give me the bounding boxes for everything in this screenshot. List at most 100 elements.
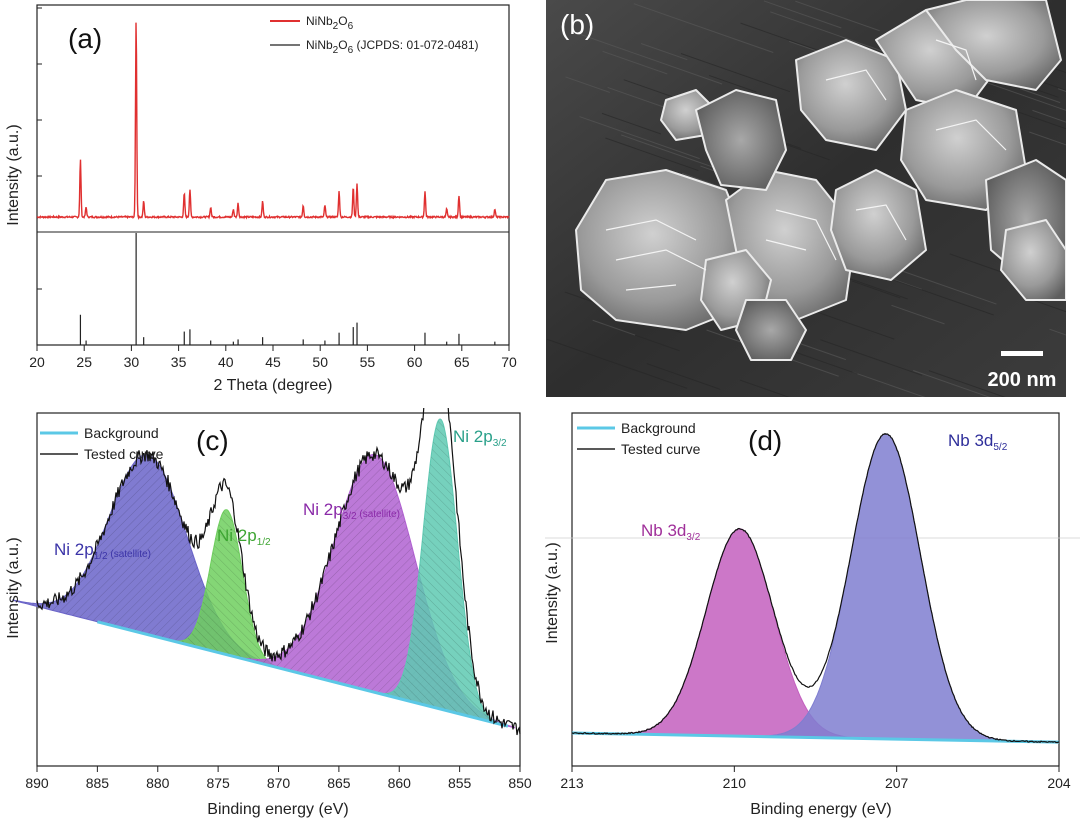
ni-tested-curve	[36, 408, 521, 736]
sem-streak	[621, 134, 725, 172]
ni-background-line	[97, 620, 509, 728]
sem-streak	[763, 0, 842, 29]
xps-ni-chart: 890 885 880 875 870 865 860 855 850 Background T…	[5, 408, 532, 818]
crystal	[695, 89, 787, 191]
x-tick-label: 855	[448, 775, 472, 791]
panel-letter-d: (d)	[748, 425, 782, 456]
x-tick-label: 35	[171, 354, 187, 370]
sem-streak	[912, 370, 991, 397]
sem-streak	[928, 370, 1006, 397]
nb-tested-curve	[571, 432, 1060, 744]
xrd-panel: 20 25 30 35 40 45 50 55 60 65 70 (a) NiNb2O6 NiNb2…	[0, 0, 530, 400]
sem-streak	[1019, 88, 1061, 104]
tested-curve-line	[571, 432, 1060, 744]
legend-label-tested: Tested curve	[621, 441, 701, 457]
sem-streak	[872, 272, 994, 316]
sem-streak	[739, 379, 790, 397]
x-tick-label: 40	[218, 354, 234, 370]
peak-fit-hatch	[381, 419, 500, 725]
crystal	[830, 169, 927, 281]
sem-streak	[601, 112, 662, 135]
x-tick-label: 45	[265, 354, 281, 370]
x-tick-label: 20	[29, 354, 45, 370]
panel-letter-a: (a)	[68, 23, 102, 54]
crystal	[1000, 219, 1066, 301]
background-line	[571, 731, 1060, 744]
x-tick-label: 885	[86, 775, 110, 791]
x-tick-label: 850	[508, 775, 532, 791]
x-tick-label: 55	[360, 354, 376, 370]
sem-streak	[1031, 77, 1066, 91]
xrd-chart: 20 25 30 35 40 45 50 55 60 65 70 (a) NiNb2O6 NiNb2…	[5, 4, 517, 394]
ni-legend: Background Tested curve	[40, 425, 164, 462]
sem-streak	[646, 363, 721, 390]
x-tick-label: 880	[146, 775, 170, 791]
x-tick-label: 890	[25, 775, 49, 791]
sem-crystals	[575, 0, 1066, 361]
xrd-x-ticks: 20 25 30 35 40 45 50 55 60 65 70	[29, 345, 517, 370]
nb-x-ticks: 213 210 207 204	[560, 766, 1071, 791]
sem-streak	[680, 53, 791, 93]
background-line	[97, 620, 509, 728]
sem-streak	[579, 116, 700, 160]
scale-bar-label: 200 nm	[988, 369, 1057, 391]
peak-label-ni2p12: Ni 2p1/2	[217, 526, 271, 548]
crystal	[795, 39, 907, 151]
xrd-legend: NiNb2O6 NiNb2O6 (JCPDS: 01-072-0481)	[270, 14, 479, 56]
ni-ylabel: Intensity (a.u.)	[5, 537, 22, 638]
x-tick-label: 70	[501, 354, 517, 370]
peak-label-ni2p32: Ni 2p3/2	[453, 427, 507, 449]
sem-streak	[1029, 131, 1066, 146]
x-tick-label: 865	[327, 775, 351, 791]
sem-streak	[602, 50, 668, 75]
nb-legend: Background Tested curve	[577, 420, 701, 457]
sem-streak	[852, 371, 926, 397]
panel-letter-b: (b)	[560, 9, 594, 40]
sem-streak	[1049, 328, 1066, 336]
sem-streak	[1021, 295, 1066, 313]
legend-label-ref: NiNb2O6 (JCPDS: 01-072-0481)	[306, 38, 479, 56]
legend-label-exp: NiNb2O6	[306, 14, 354, 32]
sem-streak	[795, 0, 880, 32]
sem-streak	[592, 319, 636, 336]
x-tick-label: 50	[312, 354, 328, 370]
x-tick-label: 60	[407, 354, 423, 370]
peak-label-nb3d32: Nb 3d3/2	[641, 521, 701, 543]
sem-crystal-edges	[605, 39, 1007, 291]
crystal	[735, 299, 807, 361]
x-tick-label: 204	[1047, 775, 1071, 791]
x-tick-label: 875	[206, 775, 230, 791]
x-tick-label: 207	[885, 775, 909, 791]
x-tick-label: 25	[76, 354, 92, 370]
xrd-experimental-line	[36, 22, 510, 221]
x-tick-label: 210	[723, 775, 747, 791]
nb-ylabel: Intensity (a.u.)	[545, 542, 561, 643]
crystal	[925, 0, 1062, 91]
legend-label-background: Background	[84, 425, 159, 441]
xrd-y-ticks	[37, 7, 42, 346]
legend-label-background: Background	[621, 420, 696, 436]
xrd-plot-frame	[36, 4, 510, 346]
sem-streak	[708, 74, 757, 93]
nb-peak-fits	[622, 433, 1008, 742]
x-tick-label: 213	[560, 775, 584, 791]
scale-bar	[1001, 351, 1043, 356]
sem-streak	[640, 43, 688, 61]
sem-streak	[546, 338, 688, 389]
xps-ni-panel: 890 885 880 875 870 865 860 855 850 Background T…	[0, 408, 535, 826]
peak-fit-hatch	[171, 509, 282, 669]
x-tick-label: 30	[124, 354, 140, 370]
sem-streak	[852, 280, 901, 299]
ni-peak-fits	[12, 418, 516, 729]
ni-xlabel: Binding energy (eV)	[207, 801, 348, 818]
xrd-ylabel: Intensity (a.u.)	[5, 124, 22, 225]
xps-nb-frame	[571, 412, 1060, 767]
tested-curve-line	[36, 408, 521, 736]
sem-streak	[633, 3, 774, 53]
peak-label-ni2p12-sat: Ni 2p1/2 (satellite)	[54, 540, 151, 562]
sem-streak	[820, 339, 923, 376]
nb-xlabel: Binding energy (eV)	[750, 801, 891, 818]
sem-streak	[605, 137, 699, 172]
sem-streak	[682, 172, 725, 189]
xrd-xlabel: 2 Theta (degree)	[214, 377, 333, 394]
